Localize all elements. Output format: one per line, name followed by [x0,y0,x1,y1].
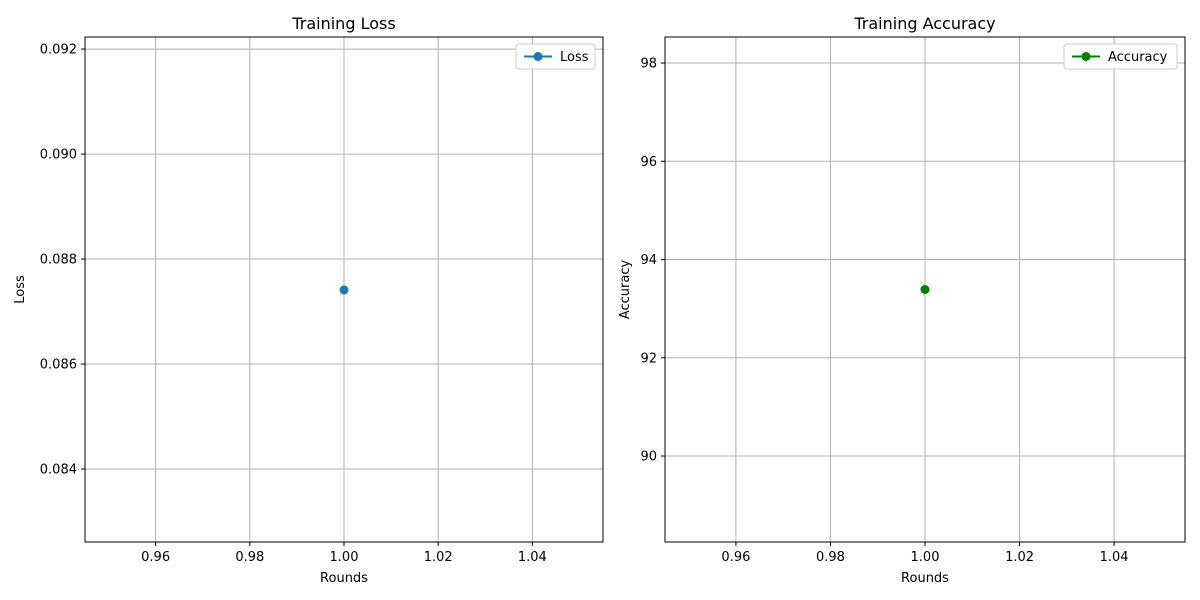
accuracy-legend: Accuracy [1063,43,1178,70]
loss-y-axis-label: Loss [13,275,28,304]
loss-x-tick-label: 1.02 [424,550,453,565]
loss-chart-title: Training Loss [291,14,395,33]
accuracy-x-tick-label: 1.02 [1005,550,1034,565]
accuracy-ticks: 0.96 0.98 1.00 1.02 1.04 90 92 94 96 98 [640,57,1128,565]
accuracy-legend-label: Accuracy [1108,50,1168,65]
accuracy-legend-box [1063,43,1178,70]
loss-ticks: 0.96 0.98 1.00 1.02 1.04 0.084 0.086 0.088 0.090… [40,43,547,565]
loss-subplot: 0.96 0.98 1.00 1.02 1.04 0.084 0.086 0.088 0.090… [13,14,604,586]
accuracy-x-tick-label: 0.98 [816,550,845,565]
loss-data-point [339,285,349,295]
loss-y-tick-label: 0.086 [40,358,77,373]
accuracy-y-tick-label: 96 [640,155,657,170]
loss-x-axis-label: Rounds [320,571,368,586]
accuracy-y-tick-label: 92 [640,351,657,366]
accuracy-y-tick-label: 90 [640,450,657,465]
loss-y-tick-label: 0.084 [40,463,77,478]
loss-y-tick-label: 0.088 [40,253,77,268]
loss-series [339,285,349,295]
accuracy-subplot: 0.96 0.98 1.00 1.02 1.04 90 92 94 96 98 Training … [618,14,1186,586]
accuracy-x-tick-label: 1.04 [1100,550,1129,565]
loss-x-tick-label: 1.04 [518,550,547,565]
loss-x-tick-label: 1.00 [330,550,359,565]
loss-y-tick-label: 0.092 [40,43,77,58]
loss-legend: Loss [515,43,596,70]
loss-legend-label: Loss [560,50,589,65]
accuracy-series [920,285,930,294]
accuracy-chart-title: Training Accuracy [853,14,995,33]
accuracy-y-tick-label: 94 [640,253,657,268]
loss-x-tick-label: 0.96 [141,550,170,565]
accuracy-x-tick-label: 1.00 [911,550,940,565]
accuracy-legend-marker [1081,52,1091,61]
loss-x-tick-label: 0.98 [235,550,264,565]
loss-legend-marker [533,52,543,61]
accuracy-x-tick-label: 0.96 [721,550,750,565]
accuracy-y-tick-label: 98 [640,57,657,72]
accuracy-x-axis-label: Rounds [901,571,949,586]
accuracy-y-axis-label: Accuracy [618,260,633,320]
loss-y-tick-label: 0.090 [40,148,77,163]
accuracy-data-point [920,285,930,294]
loss-legend-box [515,43,596,70]
